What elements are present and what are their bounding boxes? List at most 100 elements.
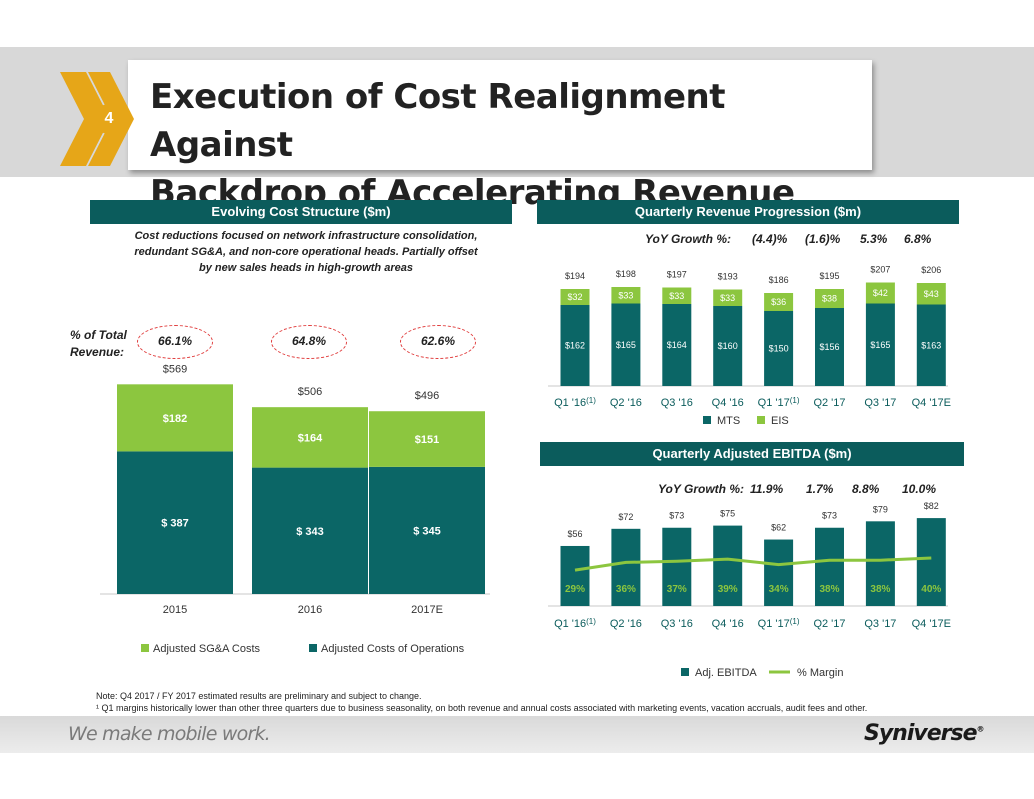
revenue-label-eis-Q4 '16: $33 [720,293,735,303]
revenue-category-Q1 '16: Q1 '16(1) [554,396,596,409]
revenue-bar-mts-Q4 '16 [713,306,743,386]
revenue-bar-eis-Q2 '16 [611,287,641,304]
revenue-bar-mts-Q1 '16 [560,305,590,386]
cost-subtitle-line-1: Cost reductions focused on network infra… [134,230,478,242]
revenue-bar-mts-Q3 '16 [662,304,692,386]
revenue-category-Q2 '16: Q2 '16 [610,397,642,409]
revenue-bar-eis-Q3 '17 [865,282,895,304]
ebitda-bar-Q4 '17E [916,518,946,606]
ebitda-category-Q2 '17: Q2 '17 [813,618,845,630]
ebitda-category-Q3 '17: Q3 '17 [864,618,896,630]
ebitda-category-Q1 '17: Q1 '17(1) [758,617,800,630]
revenue-bar-eis-Q1 '17 [764,293,794,311]
margin-label-Q2 '16: 36% [616,584,636,595]
revenue-label-eis-Q3 '17: $42 [873,288,888,298]
pct-label-line-2: Revenue: [70,345,125,359]
cost-bar-sga-2015 [117,384,233,452]
cost-panel-subtitle: Cost reductions focused on network infra… [96,228,516,276]
revenue-bar-mts-Q2 '16 [611,303,641,386]
revenue-bar-mts-Q3 '17 [865,303,895,386]
revenue-total-Q1 '16: $194 [565,271,585,281]
ebitda-category-Q1 '16: Q1 '16(1) [554,617,596,630]
cost-total-2015: $569 [163,363,187,375]
syniverse-logo: Syniverse® [864,721,985,746]
cost-legend-operations-label: Adjusted Costs of Operations [321,643,465,655]
ebitda-value-Q3 '16: $73 [669,511,684,521]
pct-of-revenue-2017e: 62.6% [400,325,476,359]
revenue-category-Q1 '17: Q1 '17(1) [758,396,800,409]
ebitda-category-Q4 '16: Q4 '16 [712,618,744,630]
cost-bar-operations-2015 [117,451,233,594]
cost-label-sga-2017E: $151 [415,434,439,446]
margin-label-Q1 '16: 29% [565,584,585,595]
footer-note-2: ¹ Q1 margins historically lower than oth… [96,703,868,713]
revenue-category-Q2 '17: Q2 '17 [813,397,845,409]
cost-bar-operations-2016 [252,467,368,594]
ebitda-value-Q2 '16: $72 [618,512,633,522]
revenue-label-eis-Q3 '16: $33 [669,291,684,301]
title-box [128,60,872,170]
margin-label-Q1 '17: 34% [769,584,789,595]
revenue-total-Q1 '17: $186 [769,275,789,285]
cost-bar-sga-2017E [369,411,485,467]
revenue-label-mts-Q1 '16: $162 [565,341,585,351]
ebitda-growth-q4-17e: 10.0% [902,482,937,496]
revenue-total-Q4 '16: $193 [718,272,738,282]
revenue-bar-mts-Q1 '17 [764,311,794,386]
revenue-label-eis-Q2 '17: $38 [822,294,837,304]
revenue-total-Q3 '17: $207 [870,265,890,275]
ebitda-bar-Q2 '16 [611,528,641,606]
revenue-label-mts-Q3 '17: $165 [870,340,890,350]
ebitda-legend-swatch [681,668,689,676]
ebitda-growth-q1-17: 11.9% [750,482,784,496]
revenue-bar-eis-Q2 '17 [815,289,844,308]
ebitda-legend-label: Adj. EBITDA [695,667,757,679]
cost-subtitle-line-2: redundant SG&A, and non-core operational… [134,246,478,258]
ebitda-growth-label: YoY Growth %: [658,482,745,496]
ebitda-bar-Q3 '16 [662,527,692,606]
cost-label-sga-2016: $164 [298,432,323,444]
margin-label-Q2 '17: 38% [819,584,839,595]
footer-band [0,716,1034,753]
revenue-bar-eis-Q4 '16 [713,289,743,306]
pct-label-line-1: % of Total [70,328,127,342]
cost-category-2017E: 2017E [411,604,443,616]
margin-label-Q3 '17: 38% [870,584,890,595]
revenue-bar-mts-Q4 '17E [916,304,946,386]
revenue-label-mts-Q3 '16: $164 [667,340,687,350]
ebitda-value-Q4 '16: $75 [720,509,735,519]
revenue-growth-label: YoY Growth %: [645,232,732,246]
footer-notes: Note: Q4 2017 / FY 2017 estimated result… [96,690,996,714]
page-title-line-1: Execution of Cost Realignment Against [150,77,726,165]
revenue-label-mts-Q1 '17: $150 [769,344,789,354]
ebitda-bar-Q3 '17 [865,521,895,606]
revenue-bar-eis-Q3 '16 [662,287,692,304]
ebitda-category-Q2 '16: Q2 '16 [610,618,642,630]
cost-label-operations-2017E: $ 345 [413,525,441,537]
cost-bar-operations-2017E [369,466,485,594]
revenue-growth-q3-17: 5.3% [860,232,888,246]
ebitda-category-Q4 '17E: Q4 '17E [912,618,951,630]
cost-category-2016: 2016 [298,604,322,616]
ebitda-growth-q2-17: 1.7% [806,482,834,496]
revenue-label-mts-Q2 '17: $156 [819,342,839,352]
revenue-category-Q4 '17E: Q4 '17E [912,397,951,409]
revenue-label-eis-Q4 '17E: $43 [924,289,939,299]
revenue-growth-q2-17: (1.6)% [805,232,841,246]
revenue-bar-eis-Q4 '17E [916,283,946,305]
revenue-panel-title: Quarterly Revenue Progression ($m) [537,200,959,224]
ebitda-value-Q4 '17E: $82 [924,501,939,511]
cost-bar-sga-2016 [252,407,368,468]
ebitda-bar-Q1 '16 [560,545,590,606]
cost-legend-operations-swatch [309,644,317,652]
revenue-category-Q4 '16: Q4 '16 [712,397,744,409]
margin-legend-label: % Margin [797,667,843,679]
revenue-category-Q3 '16: Q3 '16 [661,397,693,409]
pct-of-revenue-label: % of Total Revenue: [70,327,140,361]
ebitda-value-Q3 '17: $79 [873,504,888,514]
revenue-total-Q2 '17: $195 [819,271,839,281]
margin-label-Q4 '17E: 40% [921,584,941,595]
ebitda-growth-q3-17: 8.8% [852,482,880,496]
ebitda-value-Q2 '17: $73 [822,511,837,521]
ebitda-bar-Q4 '16 [713,525,743,606]
